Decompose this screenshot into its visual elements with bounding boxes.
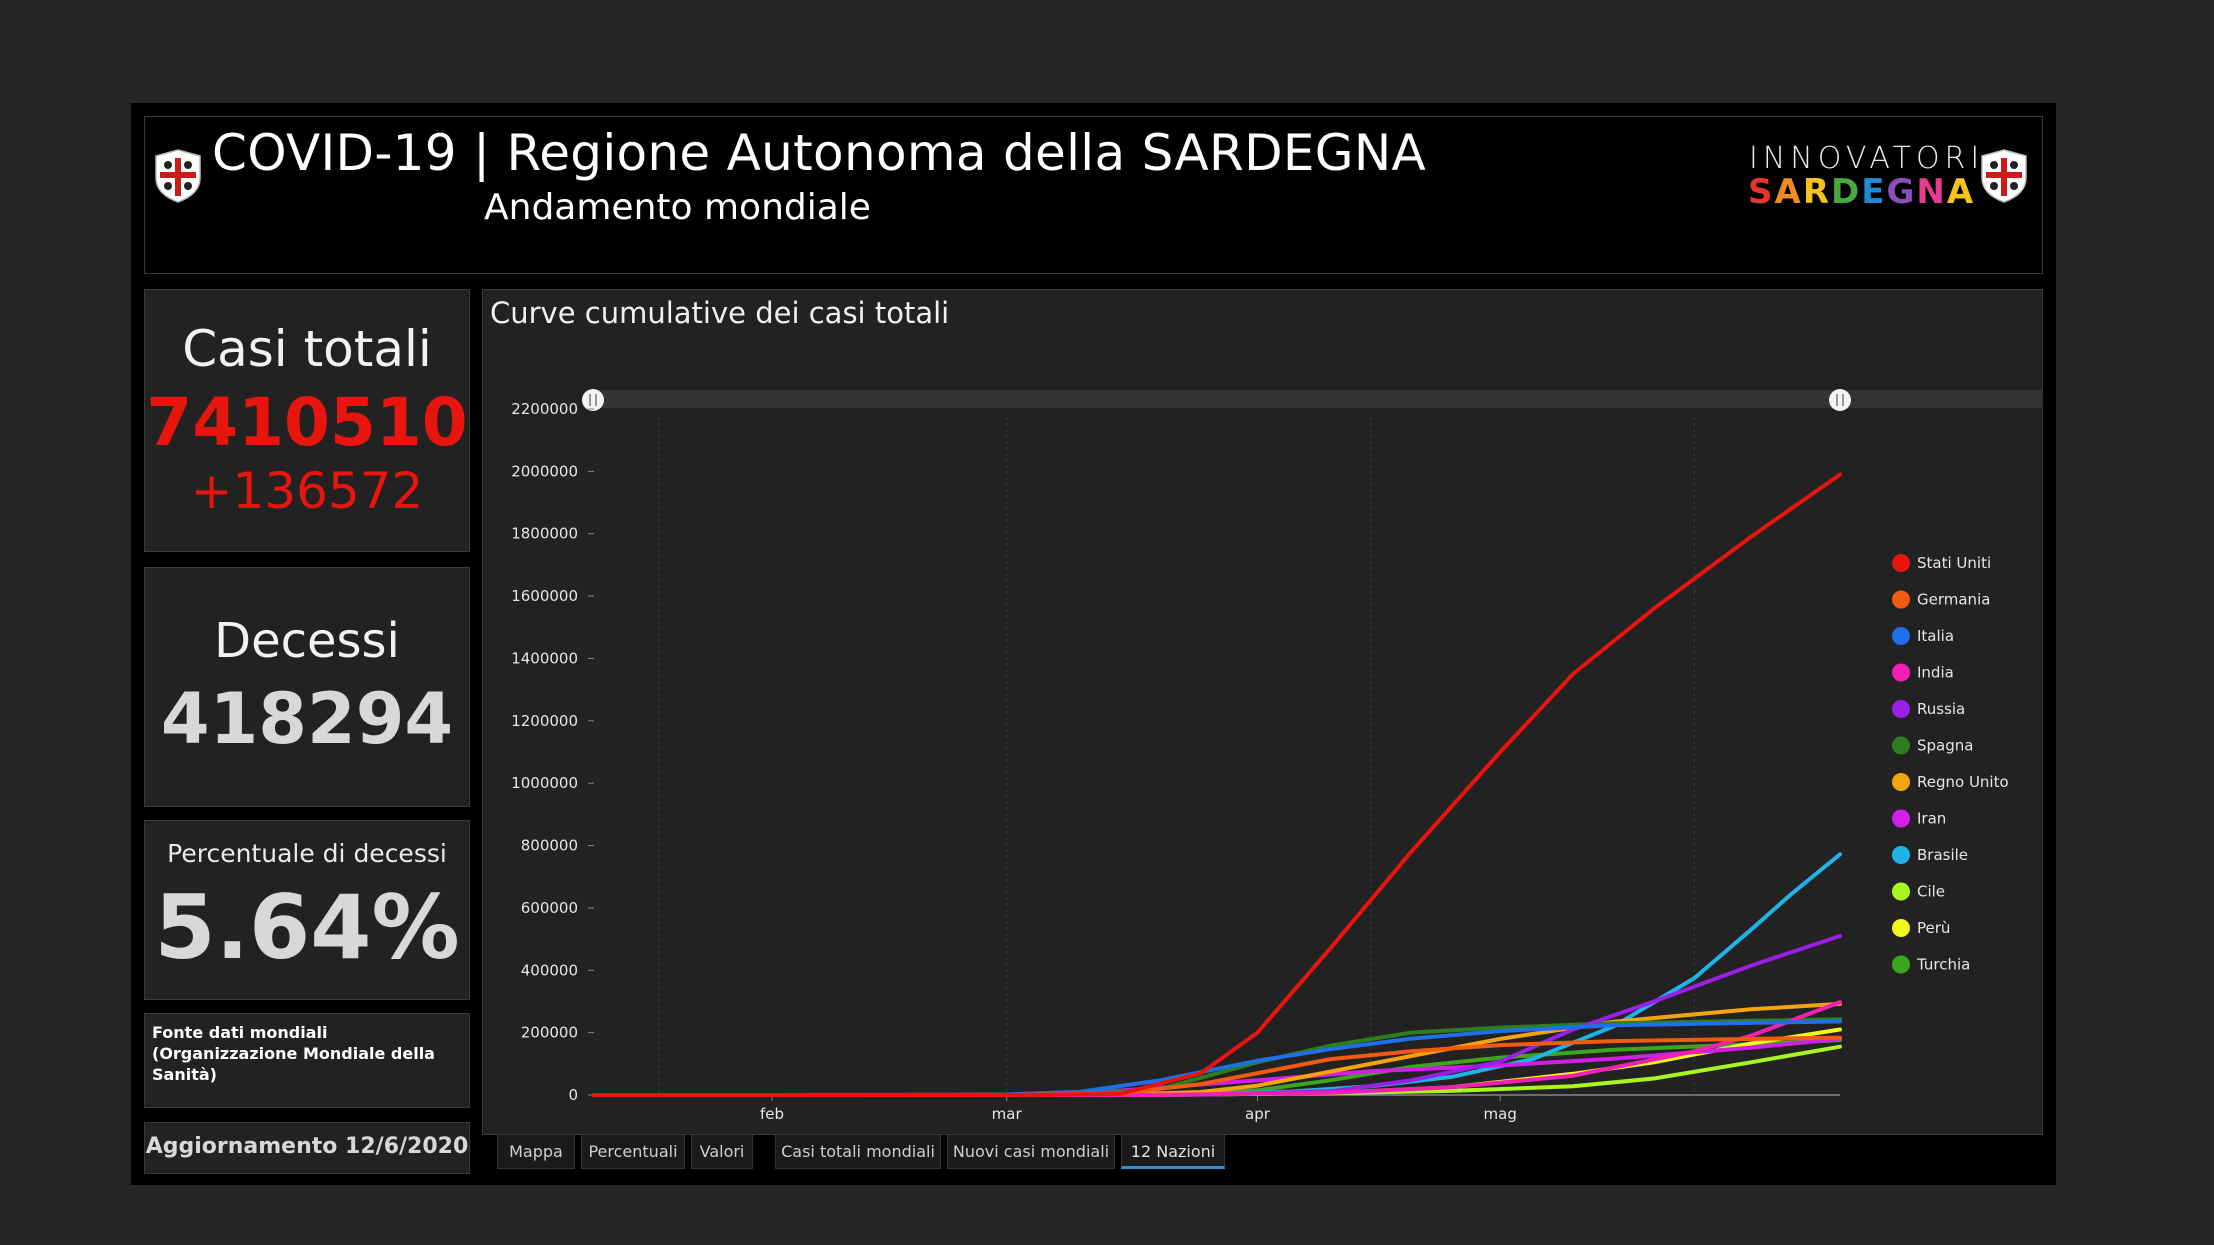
brand-logo-text: SARDEGNA (1748, 172, 1975, 212)
legend-item[interactable]: India (1892, 663, 1954, 682)
y-tick-label: 0 (568, 1086, 578, 1104)
brand-letter: S (1748, 172, 1775, 212)
tab-12-nazioni[interactable]: 12 Nazioni (1121, 1134, 1225, 1169)
legend-swatch (1892, 663, 1910, 682)
header-bar (144, 116, 2043, 274)
death-percentage-panel: Percentuale di decessi 5.64% (144, 820, 470, 1000)
y-tick-label: 2000000 (511, 462, 578, 480)
page-subtitle: Andamento mondiale (484, 187, 871, 228)
legend-item[interactable]: Brasile (1892, 846, 1968, 864)
range-handle-end[interactable] (1829, 389, 1851, 411)
y-tick-label: 1600000 (511, 587, 578, 605)
brand-logo-top: INNOVATORI (1749, 141, 1985, 176)
cumulative-cases-chart[interactable]: 0 200000 400000 600000 800000 1000000 1200000 1… (482, 289, 2043, 1135)
sardinia-crest-icon (155, 149, 201, 203)
cases-label: Casi totali (182, 320, 432, 378)
legend-item[interactable]: Regno Unito (1892, 773, 2009, 791)
tab-casi-totali-mondiali[interactable]: Casi totali mondiali (775, 1134, 941, 1169)
percentage-label: Percentuale di decessi (167, 839, 447, 868)
tab-mappa[interactable]: Mappa (497, 1134, 575, 1169)
legend-label: Stati Uniti (1917, 554, 1991, 572)
legend-label: Turchia (1916, 956, 1970, 974)
legend-label: Cile (1917, 883, 1945, 901)
legend-item[interactable]: Perù (1892, 919, 1950, 937)
total-cases-panel: Casi totali 7410510 +136572 (144, 289, 470, 552)
chart-panel (482, 289, 2043, 1135)
page-title: COVID-19 | Regione Autonoma della SARDEG… (212, 124, 1427, 182)
legend-swatch (1892, 627, 1910, 645)
legend-swatch (1892, 919, 1910, 937)
legend-swatch (1892, 955, 1910, 974)
y-tick-label: 1400000 (511, 649, 578, 667)
source-text: Fonte dati mondiali (Organizzazione Mond… (152, 1023, 435, 1084)
legend-label: Perù (1917, 919, 1950, 937)
chart-title: Curve cumulative dei casi totali (490, 296, 950, 330)
legend-label: Iran (1917, 810, 1946, 828)
brand-letter: A (1774, 172, 1803, 212)
legend-item[interactable]: Italia (1892, 627, 1954, 645)
y-tick-label: 1000000 (511, 774, 578, 792)
sardinia-crest-icon-right (1981, 149, 2027, 203)
percentage-value: 5.64% (154, 876, 460, 979)
legend-label: Regno Unito (1917, 773, 2009, 791)
legend-label: India (1917, 664, 1954, 682)
legend-label: Spagna (1917, 737, 1973, 755)
legend-swatch (1892, 773, 1910, 791)
x-tick-label: feb (760, 1105, 784, 1123)
legend-label: Russia (1917, 700, 1965, 718)
y-tick-label: 200000 (521, 1024, 578, 1042)
series-line (592, 934, 1842, 1097)
brand-letter: E (1861, 172, 1887, 212)
brand-letter: R (1802, 172, 1832, 212)
legend-swatch (1892, 700, 1910, 718)
tab-percentuali[interactable]: Percentuali (581, 1134, 685, 1169)
cases-delta: +136572 (190, 462, 424, 520)
update-text: Aggiornamento 12/6/2020 (145, 1134, 469, 1159)
brand-letter: N (1916, 172, 1947, 212)
range-scrollbar[interactable] (592, 390, 2043, 408)
y-tick-label: 800000 (521, 837, 578, 855)
legend-swatch (1892, 590, 1910, 609)
y-tick-label: 2200000 (511, 400, 578, 418)
source-panel: Fonte dati mondiali (Organizzazione Mond… (144, 1013, 470, 1108)
cases-value: 7410510 (146, 384, 468, 461)
brand-logo-bottom: SARDEGNA (1748, 172, 1975, 212)
x-tick-label: mar (992, 1105, 1023, 1123)
legend-swatch (1892, 554, 1910, 572)
deaths-panel: Decessi 418294 (144, 567, 470, 807)
legend-item[interactable]: Germania (1892, 590, 1990, 609)
legend-item[interactable]: Iran (1892, 809, 1946, 828)
legend-swatch (1892, 736, 1910, 755)
legend-swatch (1892, 882, 1910, 901)
tab-valori[interactable]: Valori (691, 1134, 753, 1169)
legend-item[interactable]: Stati Uniti (1892, 554, 1991, 572)
legend-item[interactable]: Turchia (1892, 955, 1970, 974)
legend-label: Brasile (1917, 846, 1968, 864)
legend-label: Italia (1917, 627, 1954, 645)
y-tick-label: 400000 (521, 961, 578, 979)
x-tick-label: mag (1484, 1105, 1517, 1123)
y-tick-label: 600000 (521, 899, 578, 917)
y-tick-label: 1200000 (511, 712, 578, 730)
tab-nuovi-casi-mondiali[interactable]: Nuovi casi mondiali (947, 1134, 1115, 1169)
legend-swatch (1892, 809, 1910, 828)
y-tick-label: 1800000 (511, 525, 578, 543)
legend-item[interactable]: Spagna (1892, 736, 1973, 755)
update-panel: Aggiornamento 12/6/2020 (144, 1122, 470, 1174)
brand-letter: A (1946, 172, 1976, 212)
legend-swatch (1892, 846, 1910, 864)
brand-letter: G (1886, 172, 1917, 212)
series-line (592, 472, 1842, 1097)
legend-item[interactable]: Russia (1892, 700, 1965, 718)
x-tick-label: apr (1245, 1105, 1271, 1123)
legend-label: Germania (1917, 591, 1990, 609)
legend-item[interactable]: Cile (1892, 882, 1945, 901)
deaths-label: Decessi (214, 613, 400, 669)
brand-letter: D (1831, 172, 1862, 212)
range-handle-start[interactable] (582, 389, 604, 411)
deaths-value: 418294 (160, 678, 454, 760)
